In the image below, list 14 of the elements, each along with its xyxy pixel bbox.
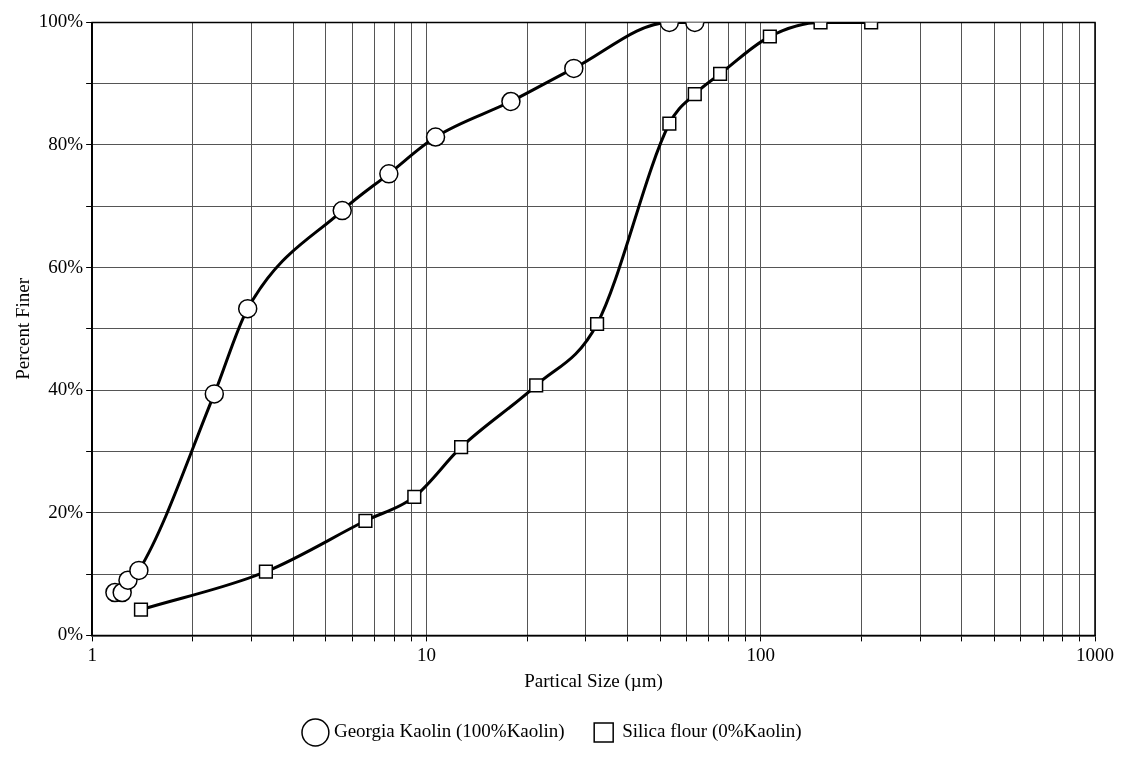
y-tick-label: 20%	[48, 500, 84, 522]
y-tick-label: 40%	[48, 378, 84, 400]
x-axis-title: Partical Size (µm)	[524, 669, 663, 692]
x-tick-label: 10	[416, 643, 436, 665]
legend-label: Georgia Kaolin (100%Kaolin)	[333, 720, 565, 743]
x-tick-label: 1000	[1076, 643, 1114, 665]
legend-label: Silica flour (0%Kaolin)	[622, 720, 802, 743]
y-axis-title: Percent Finer	[12, 277, 34, 380]
y-tick-label: 100%	[38, 10, 84, 32]
x-tick-label: 100	[746, 643, 775, 665]
y-tick-label: 60%	[48, 255, 84, 277]
y-tick-label: 80%	[48, 132, 84, 154]
x-tick-label: 1	[87, 643, 97, 665]
y-tick-label: 0%	[57, 623, 84, 645]
